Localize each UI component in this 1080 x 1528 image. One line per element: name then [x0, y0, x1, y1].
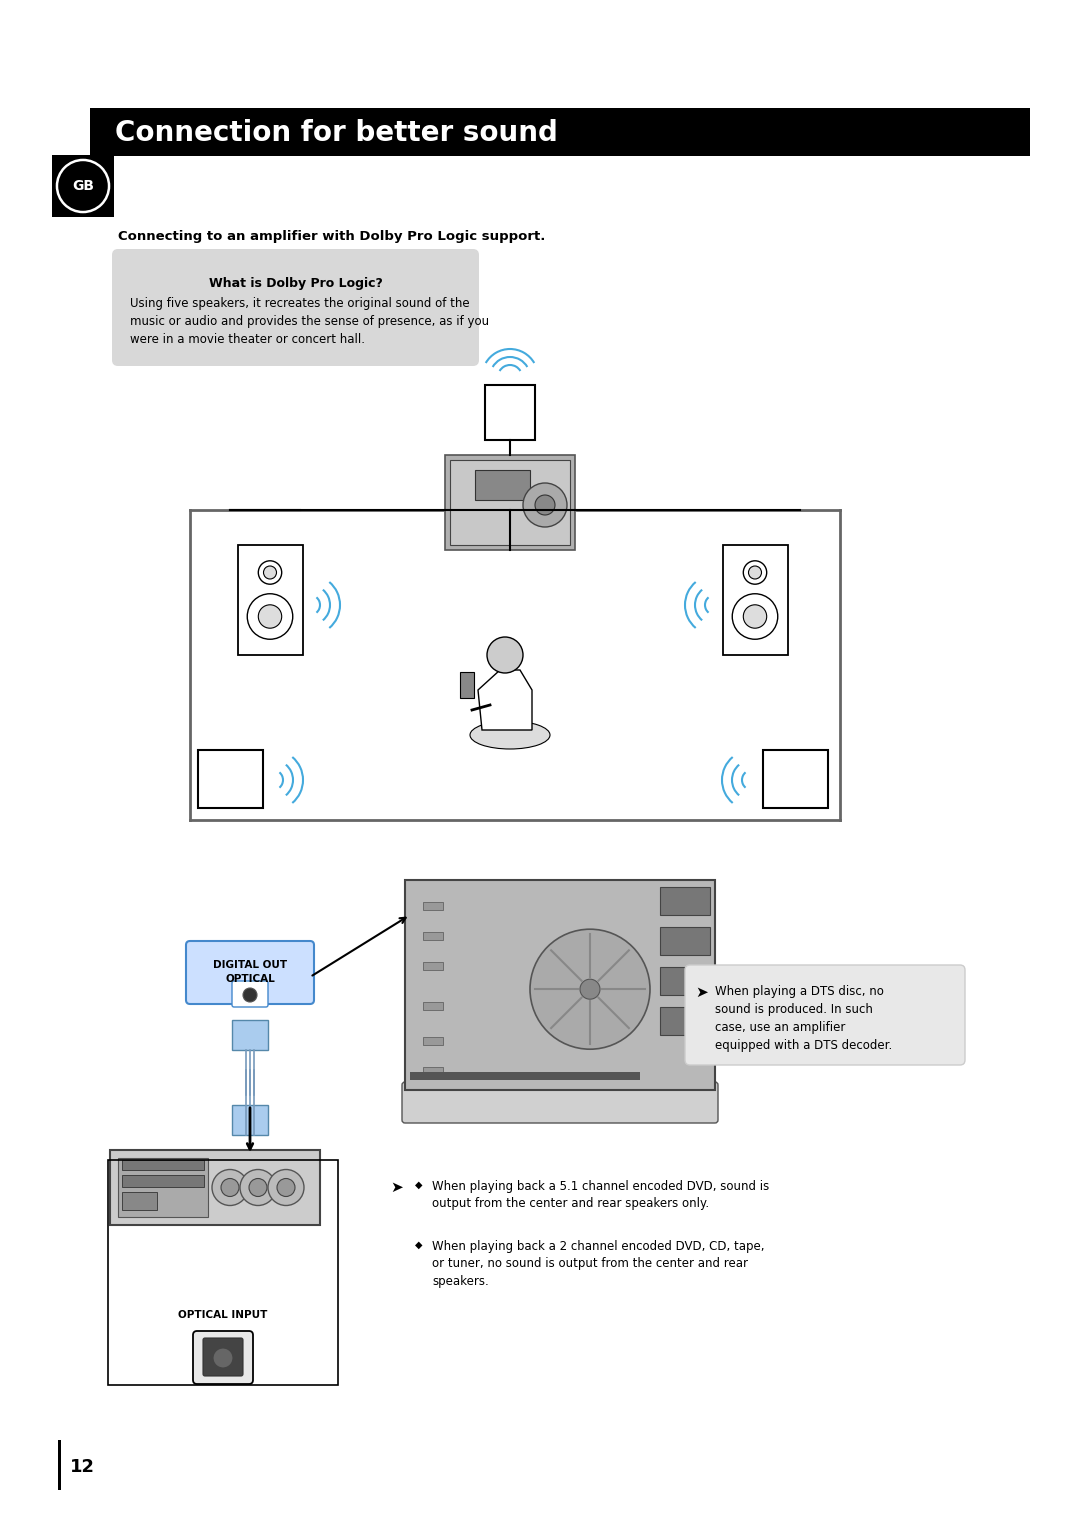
Text: DIGITAL OUT
OPTICAL: DIGITAL OUT OPTICAL [213, 961, 287, 984]
Circle shape [523, 483, 567, 527]
FancyBboxPatch shape [186, 941, 314, 1004]
Circle shape [243, 989, 257, 1002]
Text: 12: 12 [70, 1458, 95, 1476]
Circle shape [487, 637, 523, 672]
Bar [108, 1160, 338, 1384]
Text: ◆: ◆ [415, 1241, 422, 1250]
Bar [423, 1067, 443, 1076]
Bar [110, 1151, 320, 1225]
Bar [423, 1038, 443, 1045]
Text: When playing back a 2 channel encoded DVD, CD, tape,
or tuner, no sound is outpu: When playing back a 2 channel encoded DV… [432, 1241, 765, 1288]
Circle shape [258, 561, 282, 584]
FancyBboxPatch shape [203, 1339, 243, 1377]
Bar [232, 1105, 268, 1135]
Text: When playing a DTS disc, no
sound is produced. In such
case, use an amplifier
eq: When playing a DTS disc, no sound is pro… [715, 986, 892, 1051]
Bar [238, 545, 302, 656]
FancyBboxPatch shape [112, 249, 480, 367]
Bar [423, 902, 443, 911]
Text: ◆: ◆ [415, 1180, 422, 1190]
Bar [450, 460, 570, 545]
Bar [485, 385, 535, 440]
Text: Using five speakers, it recreates the original sound of the
music or audio and p: Using five speakers, it recreates the or… [130, 296, 489, 345]
Bar [122, 1175, 204, 1187]
Circle shape [276, 1178, 295, 1196]
Bar [460, 672, 474, 698]
Text: What is Dolby Pro Logic?: What is Dolby Pro Logic? [208, 277, 382, 290]
Circle shape [535, 495, 555, 515]
Circle shape [748, 565, 761, 579]
Circle shape [240, 1169, 276, 1206]
FancyBboxPatch shape [685, 966, 966, 1065]
Bar [232, 1021, 268, 1050]
Circle shape [212, 1169, 248, 1206]
Circle shape [268, 1169, 303, 1206]
Bar [762, 750, 827, 808]
FancyBboxPatch shape [402, 1082, 718, 1123]
Bar [423, 932, 443, 940]
Circle shape [264, 565, 276, 579]
Circle shape [743, 561, 767, 584]
Text: ➤: ➤ [390, 1180, 403, 1195]
Circle shape [530, 929, 650, 1050]
Circle shape [213, 1348, 233, 1368]
FancyBboxPatch shape [232, 981, 268, 1007]
Bar [660, 886, 710, 915]
Polygon shape [478, 669, 532, 730]
FancyBboxPatch shape [193, 1331, 253, 1384]
Circle shape [57, 160, 109, 212]
Bar [423, 1002, 443, 1010]
Circle shape [258, 605, 282, 628]
Bar [475, 471, 530, 500]
Circle shape [580, 979, 600, 999]
Bar [58, 1439, 60, 1490]
Circle shape [247, 594, 293, 639]
Bar [405, 880, 715, 1089]
Circle shape [221, 1178, 239, 1196]
Text: Connecting to an amplifier with Dolby Pro Logic support.: Connecting to an amplifier with Dolby Pr… [118, 231, 545, 243]
Bar [198, 750, 262, 808]
Bar [122, 1160, 204, 1170]
Text: ➤: ➤ [696, 986, 707, 999]
Bar [423, 963, 443, 970]
Bar [410, 1073, 640, 1080]
Text: OPTICAL INPUT: OPTICAL INPUT [178, 1309, 268, 1320]
Bar [660, 1007, 710, 1034]
Circle shape [743, 605, 767, 628]
Bar [122, 1192, 157, 1210]
Bar [118, 1158, 208, 1216]
Bar [52, 154, 114, 217]
Bar [660, 967, 710, 995]
Bar [723, 545, 787, 656]
Text: Connection for better sound: Connection for better sound [114, 119, 558, 147]
Text: GB: GB [72, 179, 94, 193]
Bar [660, 927, 710, 955]
Ellipse shape [470, 721, 550, 749]
Circle shape [732, 594, 778, 639]
Circle shape [249, 1178, 267, 1196]
Bar [90, 108, 1030, 156]
Text: When playing back a 5.1 channel encoded DVD, sound is
output from the center and: When playing back a 5.1 channel encoded … [432, 1180, 769, 1210]
Bar [445, 455, 575, 550]
